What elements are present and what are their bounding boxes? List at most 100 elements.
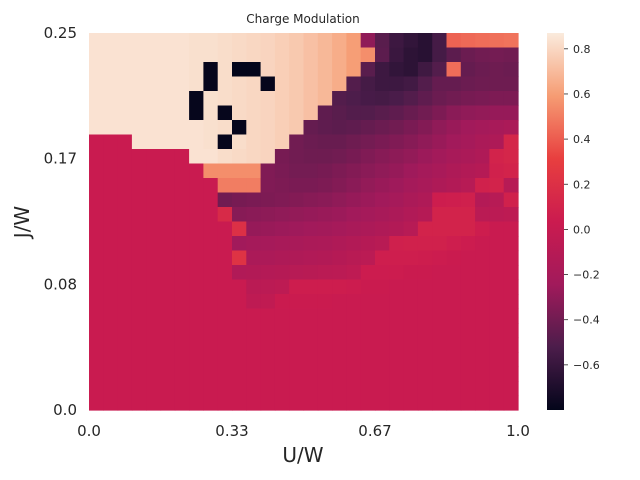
heatmap-cell bbox=[346, 62, 362, 78]
heatmap-cell bbox=[89, 221, 104, 237]
heatmap-cell bbox=[460, 236, 476, 252]
heatmap-cell bbox=[460, 163, 476, 179]
heatmap-cell bbox=[346, 149, 362, 165]
heatmap-cell bbox=[346, 308, 362, 324]
heatmap-cell bbox=[375, 62, 390, 78]
heatmap-cell bbox=[489, 76, 505, 92]
heatmap-cell bbox=[260, 91, 276, 107]
heatmap-cell bbox=[446, 352, 462, 368]
heatmap-cell bbox=[446, 308, 462, 324]
heatmap-cell bbox=[232, 236, 247, 252]
heatmap-cell bbox=[432, 62, 448, 78]
heatmap-cell bbox=[274, 134, 290, 150]
heatmap-cell bbox=[274, 323, 290, 339]
heatmap-cell bbox=[174, 294, 190, 310]
heatmap-cell bbox=[217, 279, 233, 295]
heatmap-cell bbox=[289, 352, 305, 368]
heatmap-cell bbox=[375, 134, 390, 150]
colorbar-tick-label: 0.0 bbox=[573, 223, 591, 236]
heatmap-cell bbox=[432, 47, 448, 63]
heatmap-cell bbox=[146, 105, 162, 121]
heatmap-cell bbox=[160, 381, 176, 397]
heatmap-cell bbox=[117, 323, 133, 339]
heatmap-cell bbox=[417, 265, 433, 281]
heatmap-cell bbox=[346, 47, 362, 63]
heatmap-cell bbox=[174, 352, 190, 368]
heatmap-cell bbox=[360, 62, 376, 78]
heatmap-cell bbox=[389, 134, 405, 150]
heatmap-cell bbox=[360, 91, 376, 107]
heatmap-cell bbox=[289, 149, 305, 165]
heatmap-cell bbox=[389, 381, 405, 397]
heatmap-cell bbox=[432, 91, 448, 107]
heatmap-cell bbox=[446, 91, 462, 107]
heatmap-cell bbox=[203, 105, 219, 121]
heatmap-cell bbox=[274, 294, 290, 310]
colorbar-tick-label: −0.4 bbox=[573, 314, 600, 327]
heatmap-cell bbox=[503, 149, 519, 165]
heatmap-cell bbox=[503, 33, 519, 49]
heatmap-cell bbox=[246, 192, 262, 208]
colorbar-tick-label: −0.6 bbox=[573, 359, 600, 372]
heatmap-cell bbox=[403, 163, 419, 179]
heatmap-cell bbox=[117, 366, 133, 382]
heatmap-cell bbox=[375, 308, 390, 324]
heatmap-cell bbox=[432, 323, 448, 339]
heatmap-cell bbox=[346, 236, 362, 252]
heatmap-cell bbox=[274, 337, 290, 353]
heatmap-cell bbox=[203, 149, 219, 165]
heatmap-cell bbox=[174, 91, 190, 107]
heatmap-cell bbox=[131, 163, 147, 179]
heatmap-cell bbox=[332, 47, 347, 63]
heatmap-cell bbox=[103, 279, 119, 295]
heatmap-cell bbox=[232, 381, 247, 397]
heatmap-cell bbox=[475, 207, 490, 223]
heatmap-cell bbox=[432, 337, 448, 353]
heatmap-cell bbox=[317, 134, 333, 150]
heatmap-cell bbox=[289, 33, 305, 49]
heatmap-cell bbox=[117, 120, 133, 136]
heatmap-cell bbox=[503, 91, 519, 107]
heatmap-cell bbox=[274, 352, 290, 368]
heatmap-cell bbox=[503, 163, 519, 179]
heatmap-cell bbox=[103, 33, 119, 49]
heatmap-cell bbox=[375, 395, 390, 411]
heatmap-cell bbox=[332, 120, 347, 136]
heatmap-cell bbox=[217, 221, 233, 237]
heatmap-cell bbox=[360, 337, 376, 353]
heatmap-cell bbox=[460, 337, 476, 353]
heatmap-cell bbox=[146, 279, 162, 295]
heatmap-cell bbox=[203, 323, 219, 339]
heatmap-cell bbox=[317, 294, 333, 310]
heatmap-cell bbox=[446, 47, 462, 63]
heatmap-cell bbox=[389, 207, 405, 223]
heatmap-cell bbox=[289, 47, 305, 63]
heatmap-cell bbox=[446, 236, 462, 252]
heatmap-cell bbox=[160, 294, 176, 310]
heatmap-cell bbox=[260, 47, 276, 63]
heatmap-cell bbox=[360, 76, 376, 92]
heatmap-cell bbox=[131, 323, 147, 339]
heatmap-cell bbox=[289, 395, 305, 411]
heatmap-cell bbox=[189, 323, 204, 339]
heatmap-cell bbox=[475, 62, 490, 78]
heatmap-cell bbox=[460, 76, 476, 92]
heatmap-cell bbox=[332, 279, 347, 295]
heatmap-cell bbox=[160, 134, 176, 150]
heatmap-cell bbox=[432, 120, 448, 136]
heatmap-cell bbox=[232, 221, 247, 237]
heatmap-cell bbox=[160, 395, 176, 411]
heatmap-cell bbox=[131, 366, 147, 382]
heatmap-cell bbox=[260, 163, 276, 179]
heatmap-cell bbox=[460, 279, 476, 295]
heatmap-cell bbox=[489, 323, 505, 339]
heatmap-cell bbox=[246, 236, 262, 252]
heatmap-cell bbox=[117, 352, 133, 368]
heatmap-cell bbox=[117, 105, 133, 121]
heatmap-cell bbox=[160, 337, 176, 353]
heatmap-cell bbox=[346, 134, 362, 150]
heatmap-cell bbox=[146, 62, 162, 78]
heatmap-cell bbox=[389, 221, 405, 237]
heatmap-cell bbox=[131, 265, 147, 281]
